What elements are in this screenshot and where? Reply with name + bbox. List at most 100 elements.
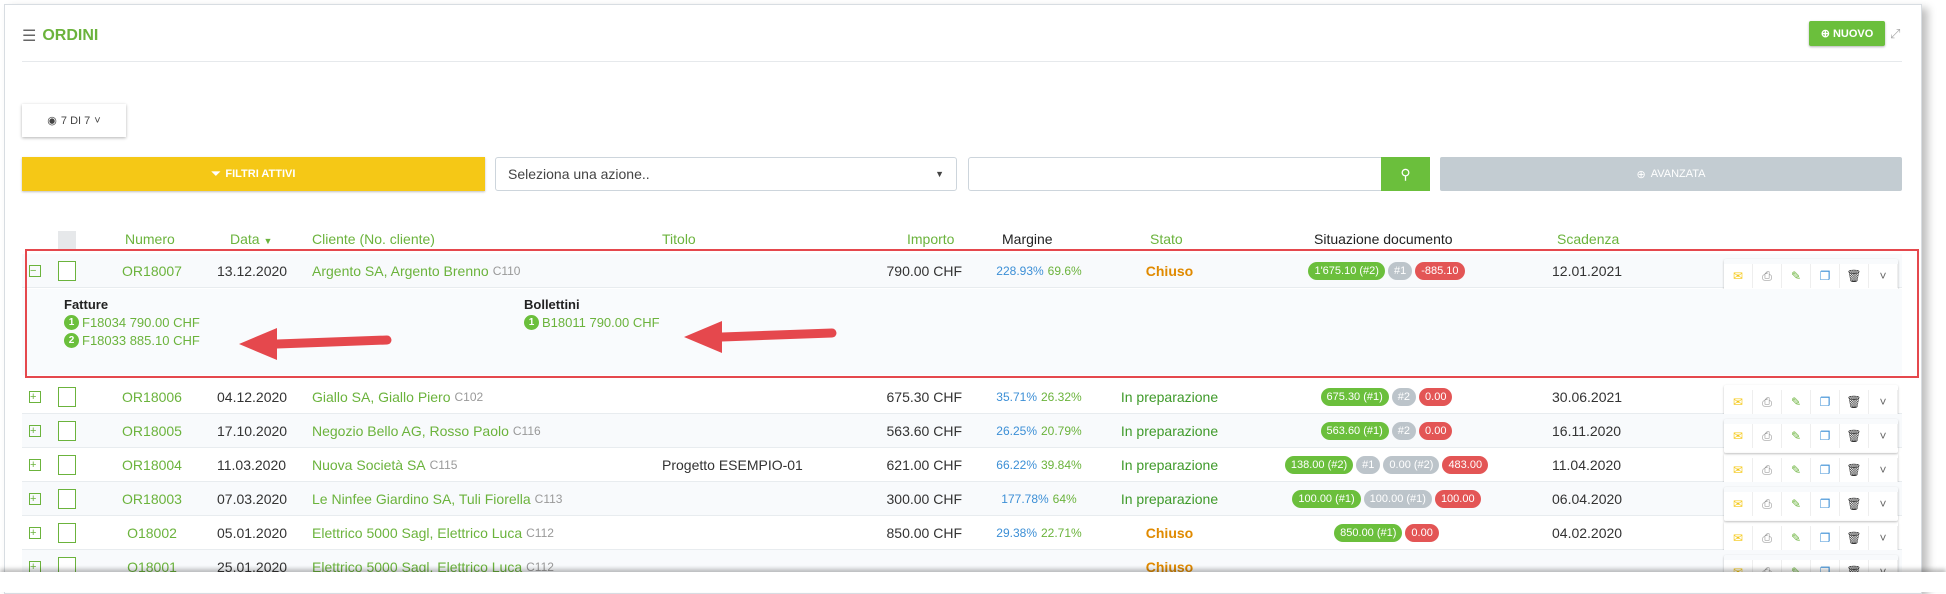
edit-icon[interactable]: ✎	[1782, 424, 1811, 448]
row-checkbox[interactable]	[58, 421, 76, 441]
email-icon[interactable]: ✉	[1724, 492, 1753, 516]
col-data[interactable]: Data ▼	[230, 231, 273, 247]
amount: 300.00 CHF	[886, 491, 962, 507]
print-icon[interactable]: ⎙	[1753, 424, 1782, 448]
email-icon[interactable]: ✉	[1724, 424, 1753, 448]
row-actions: ✉ ⎙ ✎ ❐ 🗑 ˅	[1724, 259, 1898, 293]
order-number-link[interactable]: OR18005	[122, 423, 182, 439]
print-icon[interactable]: ⎙	[1753, 390, 1782, 414]
select-all-checkbox[interactable]	[58, 231, 76, 251]
row-checkbox[interactable]	[58, 489, 76, 509]
copy-icon[interactable]: ❐	[1811, 424, 1840, 448]
row-checkbox[interactable]	[58, 523, 76, 543]
chevron-down-icon[interactable]: ˅	[1869, 264, 1898, 288]
column-visibility-button[interactable]: ◉ 7 DI 7 ˅	[22, 104, 126, 137]
chevron-down-icon[interactable]: ˅	[1869, 424, 1898, 448]
email-icon[interactable]: ✉	[1724, 390, 1753, 414]
delete-icon[interactable]: 🗑	[1840, 526, 1869, 550]
order-number-link[interactable]: OR18003	[122, 491, 182, 507]
collapse-icon[interactable]: −	[29, 265, 41, 277]
order-status: Chiuso	[1145, 263, 1194, 279]
col-margine: Margine	[1002, 231, 1053, 247]
edit-icon[interactable]: ✎	[1782, 390, 1811, 414]
chevron-down-icon[interactable]: ˅	[1869, 492, 1898, 516]
col-numero[interactable]: Numero	[125, 231, 175, 247]
expand-icon[interactable]: +	[29, 527, 41, 539]
order-date: 17.10.2020	[217, 423, 288, 439]
caret-down-icon: ▼	[935, 169, 944, 179]
chevron-down-icon[interactable]: ˅	[1869, 526, 1898, 550]
delete-icon[interactable]: 🗑	[1840, 264, 1869, 288]
annotation-arrow	[239, 328, 392, 360]
order-date: 11.03.2020	[217, 457, 287, 473]
order-status: Chiuso	[1145, 559, 1194, 575]
email-icon[interactable]: ✉	[1724, 264, 1753, 288]
row-actions: ✉ ⎙ ✎ ❐ 🗑 ˅	[1724, 385, 1898, 419]
edit-icon[interactable]: ✎	[1782, 492, 1811, 516]
search-button[interactable]: ⚲	[1381, 157, 1430, 191]
order-number-link[interactable]: O18002	[127, 525, 177, 541]
client-link[interactable]: Nuova Società SA C115	[312, 457, 458, 473]
row-checkbox[interactable]	[58, 387, 76, 407]
client-link[interactable]: Giallo SA, Giallo Piero C102	[312, 389, 484, 405]
print-icon[interactable]: ⎙	[1753, 458, 1782, 482]
order-date: 13.12.2020	[217, 263, 288, 279]
action-select[interactable]: Seleziona una azione.. ▼	[495, 157, 957, 191]
delete-icon[interactable]: 🗑	[1840, 424, 1869, 448]
status-badge: 0.00 (#2)	[1383, 456, 1440, 474]
client-link[interactable]: Negozio Bello AG, Rosso Paolo C116	[312, 423, 541, 439]
col-scadenza[interactable]: Scadenza	[1557, 231, 1620, 247]
order-number-link[interactable]: O18001	[127, 559, 177, 575]
expand-icon[interactable]: ⤢	[1890, 26, 1901, 41]
client-link[interactable]: Elettrico 5000 Sagl, Elettrico Luca C112	[312, 559, 554, 575]
copy-icon[interactable]: ❐	[1811, 390, 1840, 414]
email-icon[interactable]: ✉	[1724, 526, 1753, 550]
print-icon[interactable]: ⎙	[1753, 264, 1782, 288]
chevron-down-icon[interactable]: ˅	[1869, 458, 1898, 482]
edit-icon[interactable]: ✎	[1782, 526, 1811, 550]
copy-icon[interactable]: ❐	[1811, 492, 1840, 516]
order-status: Chiuso	[1145, 525, 1194, 541]
expand-icon[interactable]: +	[29, 425, 41, 437]
invoice-link[interactable]: 1 F18034 790.00 CHF	[64, 315, 200, 330]
col-cliente[interactable]: Cliente (No. cliente)	[312, 231, 435, 247]
search-input[interactable]	[968, 157, 1382, 191]
invoice-link[interactable]: 2 F18033 885.10 CHF	[64, 333, 200, 348]
advanced-search-button[interactable]: ⊕ AVANZATA	[1440, 157, 1902, 191]
row-checkbox[interactable]	[58, 261, 76, 281]
expand-icon[interactable]: +	[29, 391, 41, 403]
filter-icon: ⏷	[211, 167, 221, 180]
table-row: + OR18004 11.03.2020 Nuova Società SA C11…	[22, 448, 1902, 482]
order-status: In preparazione	[1120, 491, 1219, 507]
col-importo[interactable]: Importo	[907, 231, 955, 247]
col-stato[interactable]: Stato	[1150, 231, 1183, 247]
email-icon[interactable]: ✉	[1724, 458, 1753, 482]
col-titolo[interactable]: Titolo	[662, 231, 696, 247]
new-button[interactable]: ⊕ NUOVO	[1809, 21, 1885, 46]
expanded-row-detail: Fatture 1 F18034 790.00 CHF 2 F18033 885.1…	[22, 289, 1902, 375]
expand-icon[interactable]: +	[29, 493, 41, 505]
copy-icon[interactable]: ❐	[1811, 458, 1840, 482]
edit-icon[interactable]: ✎	[1782, 458, 1811, 482]
client-link[interactable]: Le Ninfee Giardino SA, Tuli Fiorella C113	[312, 491, 563, 507]
active-filters-button[interactable]: ⏷ FILTRI ATTIVI	[22, 157, 485, 191]
order-number-link[interactable]: OR18006	[122, 389, 182, 405]
order-number-link[interactable]: OR18004	[122, 457, 182, 473]
delete-icon[interactable]: 🗑	[1840, 458, 1869, 482]
client-link[interactable]: Elettrico 5000 Sagl, Elettrico Luca C112	[312, 525, 554, 541]
copy-icon[interactable]: ❐	[1811, 264, 1840, 288]
order-number-link[interactable]: OR18007	[122, 263, 182, 279]
row-checkbox[interactable]	[58, 455, 76, 475]
chevron-down-icon[interactable]: ˅	[1869, 390, 1898, 414]
client-link[interactable]: Argento SA, Argento Brenno C110	[312, 263, 521, 279]
status-badge: 100.00	[1434, 490, 1481, 508]
payment-slip-link[interactable]: 1 B18011 790.00 CHF	[524, 315, 660, 330]
delete-icon[interactable]: 🗑	[1840, 492, 1869, 516]
expand-icon[interactable]: +	[29, 459, 41, 471]
delete-icon[interactable]: 🗑	[1840, 390, 1869, 414]
copy-icon[interactable]: ❐	[1811, 526, 1840, 550]
edit-icon[interactable]: ✎	[1782, 264, 1811, 288]
due-date: 30.06.2021	[1552, 389, 1623, 405]
print-icon[interactable]: ⎙	[1753, 492, 1782, 516]
print-icon[interactable]: ⎙	[1753, 526, 1782, 550]
